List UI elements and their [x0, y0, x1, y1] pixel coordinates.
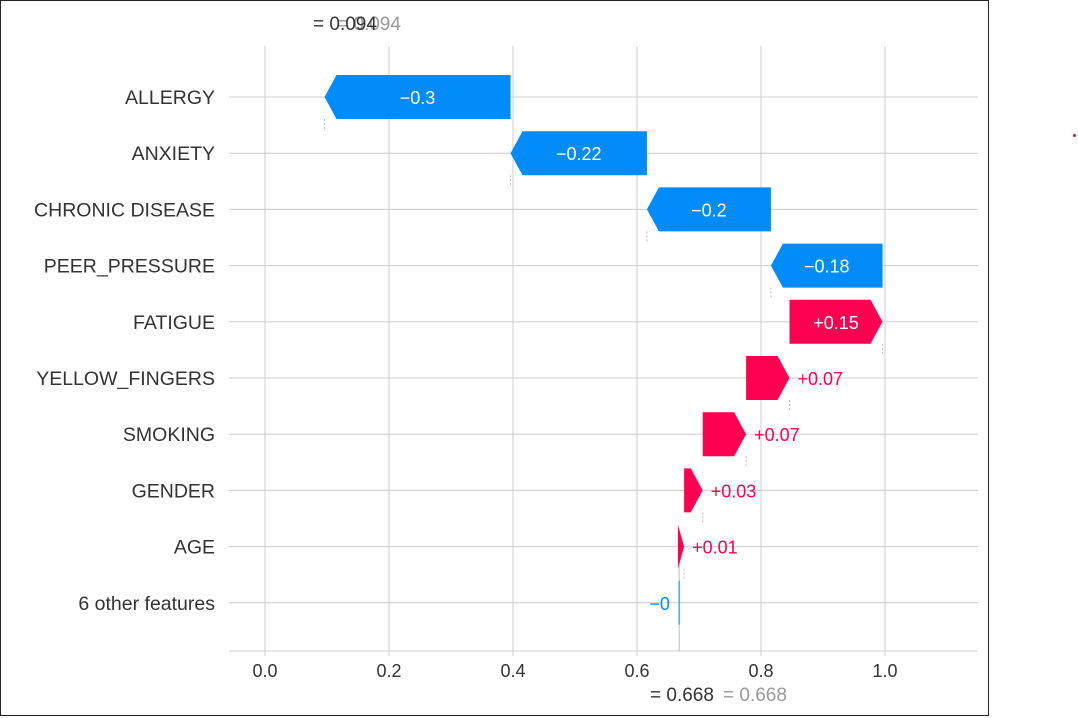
- stray-red-dot: [1073, 134, 1076, 137]
- feature-label-6: SMOKING: [123, 424, 215, 446]
- feature-label-0: ALLERGY: [125, 87, 215, 109]
- bar-2: [646, 187, 771, 232]
- output-value-ghost: = 0.094: [337, 14, 401, 35]
- x-tick-label-1: 0.2: [376, 661, 401, 681]
- value-label-6: +0.07: [754, 425, 800, 445]
- bar-0: [324, 75, 511, 119]
- expected-value-ghost: = 0.668: [723, 685, 787, 706]
- bar-8: [677, 524, 685, 569]
- bar-6: [702, 412, 747, 457]
- waterfall-chart: ALLERGY −0.3 ANXIETY −0.22 CHRONIC DISEASE −…: [34, 14, 978, 706]
- value-label-0: −0.3: [400, 88, 436, 108]
- value-label-9: −0: [649, 594, 670, 614]
- value-label-2: −0.2: [691, 200, 727, 220]
- x-tick-label-3: 0.6: [624, 661, 649, 681]
- bar-7: [684, 468, 703, 513]
- x-axis-ticks: 0.0 0.2 0.4 0.6 0.8 1.0: [252, 651, 898, 681]
- expected-value-label: = 0.668: [650, 685, 714, 706]
- feature-label-8: AGE: [174, 537, 215, 559]
- gridlines: [229, 46, 978, 651]
- feature-label-5: YELLOW_FINGERS: [36, 368, 215, 390]
- value-label-8: +0.01: [692, 538, 738, 558]
- x-tick-label-0: 0.0: [252, 661, 277, 681]
- bar-1: [510, 131, 647, 176]
- bars: [324, 75, 883, 625]
- value-label-7: +0.03: [711, 481, 757, 501]
- bar-5: [746, 356, 790, 400]
- labels: ALLERGY −0.3 ANXIETY −0.22 CHRONIC DISEASE −…: [34, 87, 859, 615]
- feature-label-9: 6 other features: [78, 593, 215, 615]
- feature-label-1: ANXIETY: [132, 143, 215, 165]
- bar-3: [770, 243, 883, 288]
- feature-label-7: GENDER: [132, 480, 215, 502]
- output-value-label: = 0.094: [313, 14, 377, 35]
- value-label-1: −0.22: [556, 144, 602, 164]
- x-tick-label-2: 0.4: [500, 661, 525, 681]
- bar-4: [789, 299, 883, 344]
- value-label-5: +0.07: [798, 369, 844, 389]
- feature-label-4: FATIGUE: [133, 312, 215, 334]
- x-tick-label-5: 1.0: [872, 661, 897, 681]
- value-label-3: −0.18: [804, 257, 850, 277]
- chart-frame: ALLERGY −0.3 ANXIETY −0.22 CHRONIC DISEASE −…: [0, 0, 989, 716]
- feature-label-2: CHRONIC DISEASE: [34, 199, 215, 221]
- x-tick-label-4: 0.8: [748, 661, 773, 681]
- feature-label-3: PEER_PRESSURE: [44, 256, 215, 278]
- value-label-4: +0.15: [813, 313, 859, 333]
